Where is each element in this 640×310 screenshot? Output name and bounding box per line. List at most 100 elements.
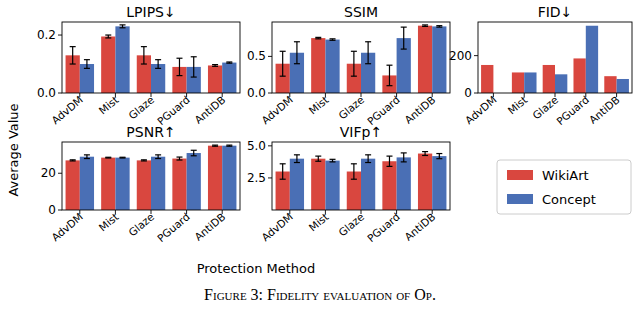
error-cap (155, 154, 161, 155)
bar (137, 160, 151, 210)
error-bar (226, 145, 232, 146)
error-bar (70, 47, 76, 64)
y-tick (268, 93, 272, 94)
x-tick-label: Glaze (126, 93, 156, 121)
error-cap (176, 75, 182, 76)
error-bar (120, 157, 126, 159)
y-tick (58, 35, 62, 36)
error-cap (330, 40, 336, 41)
bar (432, 26, 446, 93)
error-cap (315, 37, 321, 38)
error-cap (191, 56, 197, 57)
error-line (193, 150, 194, 156)
bar (208, 146, 222, 210)
error-cap (401, 48, 407, 49)
panel: 0.00.5AdvDMMistGlazePGuardAntiDBSSIM (247, 4, 450, 127)
y-tick-label: 0.2 (37, 28, 56, 42)
legend-swatch (507, 170, 533, 180)
error-bar (155, 60, 161, 69)
error-cap (226, 145, 232, 146)
error-cap (280, 76, 286, 77)
figure: 0.00.2AdvDMMistGlazePGuardAntiDBLPIPS↓0.… (0, 0, 640, 310)
error-cap (280, 163, 286, 164)
bar (187, 153, 201, 210)
error-cap (280, 179, 286, 180)
panel: 0200AdvDMMistGlazePGuardAntiDBFID↓ (449, 4, 632, 127)
error-bar (176, 157, 182, 160)
error-cap (70, 46, 76, 47)
x-tick-label: AdvDM (49, 210, 85, 243)
error-cap (70, 63, 76, 64)
error-bar (280, 164, 286, 179)
error-cap (422, 151, 428, 152)
error-line (403, 153, 404, 162)
panel-title: LPIPS↓ (126, 4, 175, 20)
bar (290, 159, 304, 210)
bar (311, 159, 325, 210)
error-line (389, 156, 390, 166)
error-cap (401, 152, 407, 153)
bar (115, 158, 129, 210)
error-line (193, 57, 194, 77)
bar (80, 64, 94, 93)
error-cap (401, 161, 407, 162)
error-cap (436, 153, 442, 154)
y-tick-label: 0 (464, 86, 472, 100)
axes-frame (272, 142, 450, 210)
x-tick-label: AntiDB (402, 210, 437, 242)
error-cap (386, 166, 392, 167)
bar (543, 65, 555, 93)
bar (586, 26, 598, 93)
error-cap (105, 34, 111, 35)
bar (555, 74, 567, 93)
legend: WikiArtConcept (497, 160, 631, 214)
x-tick-label: PGuard (365, 210, 402, 244)
error-cap (401, 27, 407, 28)
error-bar (330, 39, 336, 40)
error-bar (155, 155, 161, 159)
y-tick-label: 20 (41, 166, 56, 180)
bar (617, 79, 629, 93)
y-tick-label: 0.5 (247, 49, 266, 63)
error-cap (422, 155, 428, 156)
error-bar (212, 145, 218, 146)
error-line (318, 156, 319, 161)
bar (418, 154, 432, 210)
marks (481, 26, 629, 93)
error-cap (386, 85, 392, 86)
x-tick-label: AntiDB (192, 210, 227, 242)
error-bar (191, 57, 197, 77)
bar (418, 26, 432, 93)
axes-frame (62, 22, 240, 93)
error-line (439, 154, 440, 159)
error-cap (212, 146, 218, 147)
panel-title: SSIM (344, 4, 378, 20)
y-tick (268, 56, 272, 57)
error-cap (84, 68, 90, 69)
panel: 020AdvDMMistGlazePGuardAntiDBPSNR↑ (41, 124, 240, 244)
error-cap (330, 38, 336, 39)
axes-frame (478, 22, 632, 93)
marks (66, 145, 237, 210)
y-tick (58, 173, 62, 174)
error-cap (386, 156, 392, 157)
error-cap (294, 63, 300, 64)
error-cap (436, 25, 442, 26)
x-tick-label: PGuard (554, 93, 591, 127)
caption: Figure 3: Fidelity evaluation of Op. (204, 286, 436, 303)
error-cap (120, 24, 126, 25)
error-cap (422, 26, 428, 27)
error-bar (365, 42, 371, 64)
x-axis-label: Protection Method (197, 261, 316, 276)
error-bar (401, 27, 407, 49)
error-cap (315, 38, 321, 39)
error-bar (294, 155, 300, 163)
y-tick-label: 0.0 (247, 86, 266, 100)
bar (311, 38, 325, 93)
error-cap (141, 160, 147, 161)
x-tick-label: AntiDB (586, 93, 621, 125)
bar (481, 65, 493, 93)
error-cap (120, 157, 126, 158)
y-tick (474, 55, 478, 56)
error-cap (141, 63, 147, 64)
